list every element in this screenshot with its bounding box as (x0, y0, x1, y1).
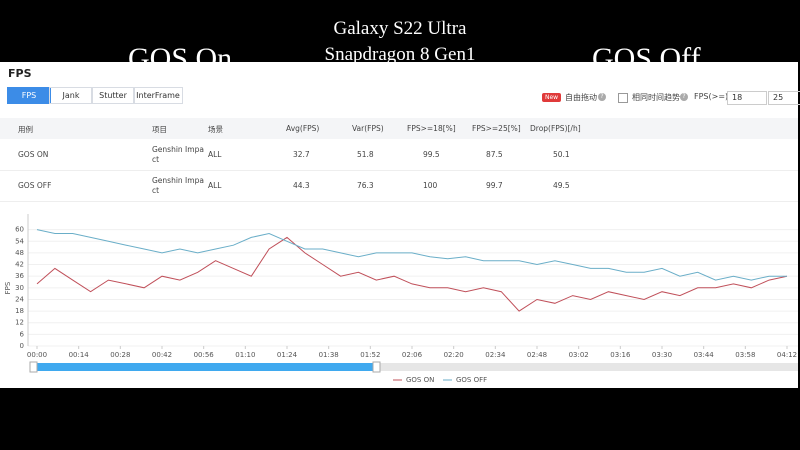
x-tick-label: 01:52 (360, 351, 380, 359)
table-cell: GOS OFF (18, 181, 52, 190)
threshold-input[interactable]: 18 (727, 91, 767, 105)
trend-label[interactable]: 相同时间趋势 (632, 93, 680, 102)
series-line (36, 229, 787, 281)
tab[interactable]: Stutter (91, 87, 135, 104)
column-header: FPS>=18[%] (407, 124, 456, 133)
video-header: Galaxy S22 Ultra Snapdragon 8 Gen1 GOS O… (0, 0, 800, 75)
help-icon[interactable]: ? (680, 93, 688, 101)
column-header: Drop(FPS)[/h] (530, 124, 581, 133)
table-cell: Genshin Impact (152, 176, 204, 195)
x-tick-label: 03:30 (652, 351, 672, 359)
x-tick-label: 02:20 (444, 351, 464, 359)
x-tick-label: 03:16 (610, 351, 631, 359)
column-header: Avg(FPS) (286, 124, 320, 133)
y-tick-label: 24 (15, 295, 24, 303)
table-cell: 100 (423, 181, 438, 190)
scroll-handle (372, 361, 381, 373)
badge: New (542, 93, 562, 102)
table-cell: 49.5 (553, 181, 570, 190)
table-cell: 32.7 (293, 150, 310, 159)
panel-title: FPS (8, 67, 32, 80)
y-tick-label: 30 (15, 284, 24, 292)
threshold-label: FPS(>=) (694, 92, 729, 101)
tab[interactable]: InterFrame (133, 87, 183, 104)
table-cell: 51.8 (357, 150, 374, 159)
y-axis-label: FPS (4, 281, 12, 294)
x-tick-label: 03:58 (735, 351, 755, 359)
tab[interactable]: FPS (7, 87, 51, 104)
title: Galaxy S22 Ultra (333, 18, 467, 39)
scroll-thumb (33, 363, 377, 371)
y-tick-label: 12 (15, 319, 24, 327)
table-cell: 50.1 (553, 150, 570, 159)
series-line (36, 236, 788, 312)
x-tick-label: 02:48 (527, 351, 547, 359)
x-tick-label: 02:34 (485, 351, 506, 359)
x-tick-label: 03:44 (694, 351, 715, 359)
y-tick-label: 18 (15, 307, 24, 315)
subtitle: Snapdragon 8 Gen1 (324, 44, 476, 65)
table-header (0, 118, 798, 139)
x-tick-label: 03:02 (569, 351, 589, 359)
column-header: Var(FPS) (352, 124, 384, 133)
x-tick-label: 00:14 (69, 351, 90, 359)
checkbox[interactable] (618, 93, 628, 103)
x-tick-label: 04:12 (777, 351, 797, 359)
x-tick-label: 01:24 (277, 351, 298, 359)
drag-label[interactable]: 自由拖动 (565, 93, 597, 102)
x-tick-label: 00:28 (110, 351, 130, 359)
column-header: 用例 (18, 125, 33, 134)
y-tick-label: 6 (20, 330, 25, 338)
row-divider (0, 170, 798, 171)
y-tick-label: 54 (15, 237, 24, 245)
scroll-handle (29, 361, 38, 373)
x-tick-label: 02:06 (402, 351, 423, 359)
table-cell: Genshin Impact (152, 145, 204, 164)
y-tick-label: 60 (15, 226, 24, 234)
y-tick-label: 48 (15, 249, 24, 257)
x-tick-label: 00:56 (194, 351, 215, 359)
column-header: 场景 (208, 125, 223, 134)
column-header: FPS>=25[%] (472, 124, 521, 133)
legend-label: GOS OFF (456, 376, 487, 384)
x-tick-label: 01:38 (319, 351, 339, 359)
y-tick-label: 0 (20, 342, 24, 350)
table-cell: 99.7 (486, 181, 503, 190)
x-tick-label: 00:42 (152, 351, 172, 359)
y-tick-label: 42 (15, 261, 24, 269)
row-divider (0, 201, 798, 202)
column-header: 项目 (152, 125, 167, 134)
scroll-track (30, 363, 798, 371)
help-icon[interactable]: ? (598, 93, 606, 101)
x-tick-label: 00:00 (27, 351, 47, 359)
threshold-input[interactable]: 25 (768, 91, 800, 105)
table-cell: ALL (208, 181, 222, 190)
y-tick-label: 36 (15, 272, 24, 280)
tab[interactable]: Jank (49, 87, 93, 104)
table-cell: 44.3 (293, 181, 310, 190)
table-cell: 87.5 (486, 150, 503, 159)
table-cell: 76.3 (357, 181, 374, 190)
chart: FPS 0 6 12 18 24 30 36 42 48 54 60 00:00 00:14 00:28 00… (4, 214, 798, 384)
table-cell: GOS ON (18, 150, 49, 159)
table-cell: 99.5 (423, 150, 440, 159)
table-cell: ALL (208, 150, 222, 159)
legend-label: GOS ON (406, 376, 434, 384)
panel: FPS FPS Jank Stutter InterFrame New 自由拖动 ? … (0, 62, 800, 388)
x-tick-label: 01:10 (235, 351, 255, 359)
